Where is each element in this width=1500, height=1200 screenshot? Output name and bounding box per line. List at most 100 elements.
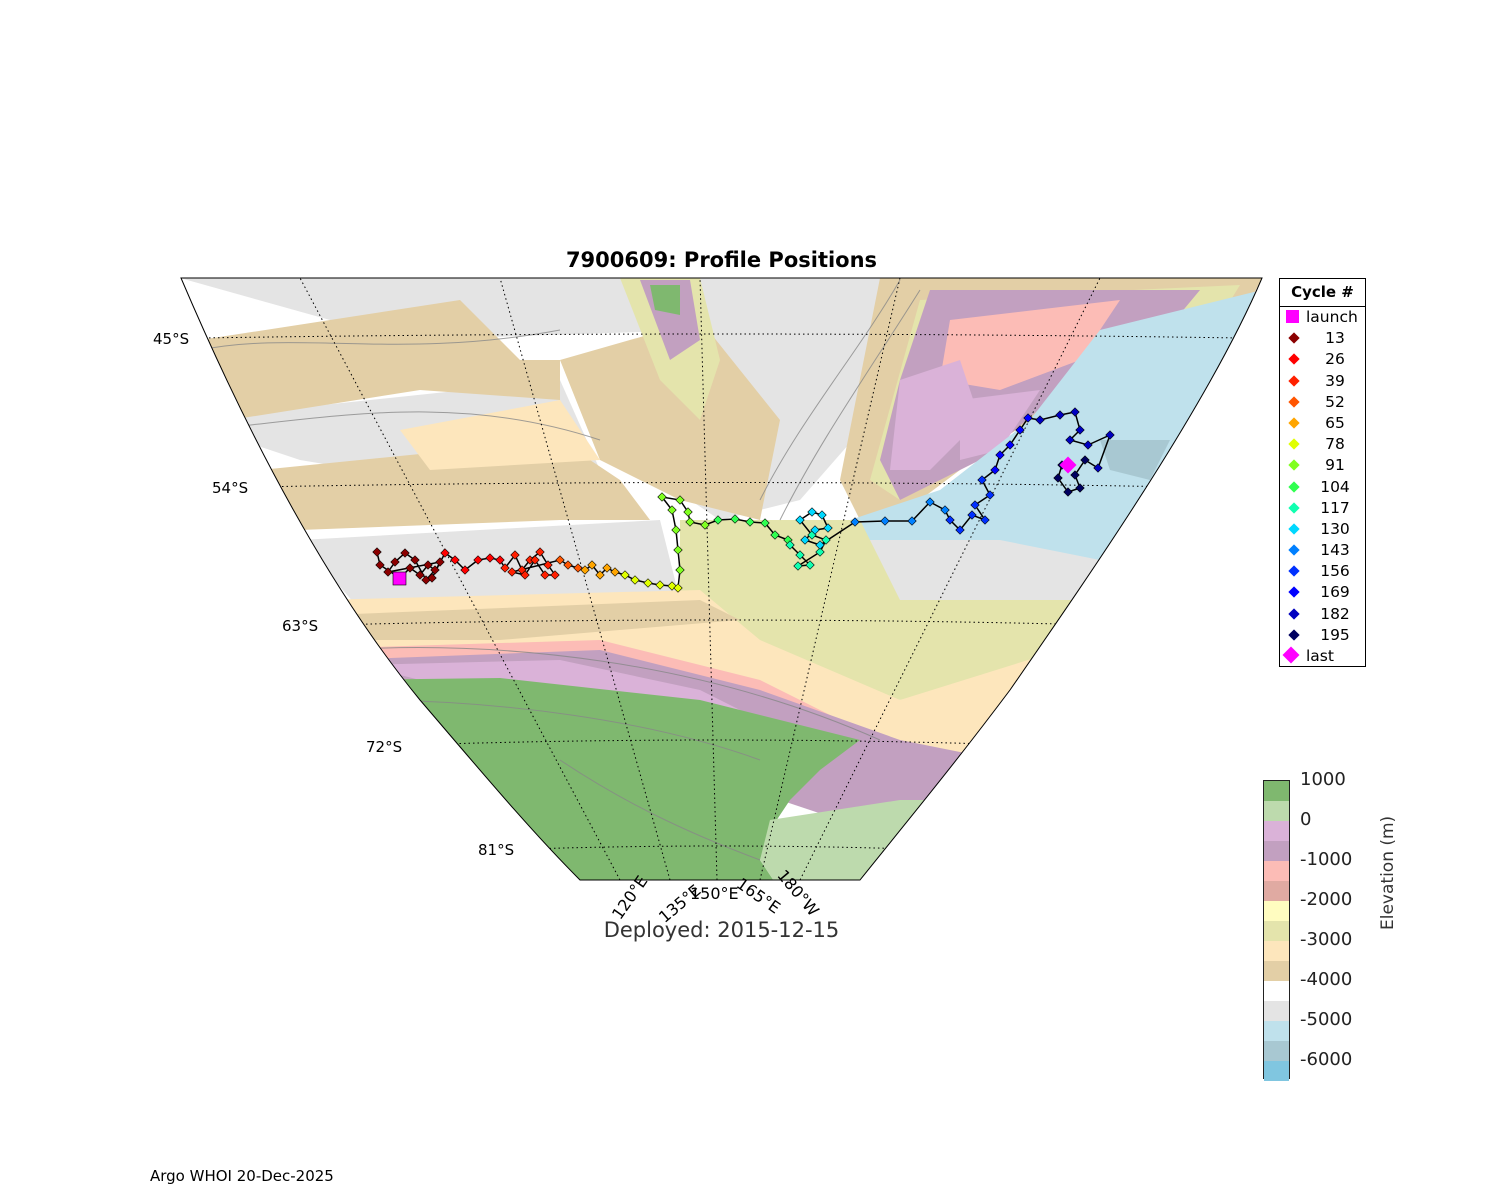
profile-point <box>967 510 977 520</box>
profile-point <box>390 557 400 567</box>
profile-point <box>1083 440 1093 450</box>
legend-label: 104 <box>1320 477 1350 496</box>
colorbar-band <box>1264 841 1289 861</box>
profile-point <box>1005 440 1015 450</box>
profile-point <box>400 548 410 558</box>
profile-point <box>423 560 433 570</box>
profile-point <box>415 570 425 580</box>
profile-point <box>580 565 590 575</box>
profile-point <box>815 547 825 557</box>
colorbar-band <box>1264 981 1289 1001</box>
legend-label: 65 <box>1325 413 1345 432</box>
profile-point <box>1035 415 1045 425</box>
profile-point <box>970 500 980 510</box>
basin-grayblue <box>1100 440 1170 480</box>
legend-item: last <box>1280 646 1365 667</box>
profile-point <box>673 545 683 555</box>
plateau-lightpurple <box>890 360 980 470</box>
basin-blue <box>850 290 1262 580</box>
profile-point <box>995 450 1005 460</box>
profile-point <box>795 550 805 560</box>
profile-point <box>510 550 520 560</box>
profile-point <box>1063 487 1073 497</box>
profile-point <box>800 535 810 545</box>
profile-point <box>795 515 805 525</box>
colorbar-band <box>1264 881 1289 901</box>
colorbar <box>1263 780 1290 1081</box>
profile-point <box>945 515 955 525</box>
colorbar-tick: -1000 <box>1300 849 1353 870</box>
legend-label: launch <box>1306 308 1358 326</box>
colorbar-tick: 1000 <box>1300 769 1346 790</box>
legend-label: 52 <box>1325 392 1345 411</box>
profile-point <box>807 507 817 517</box>
profile-point <box>520 570 530 580</box>
profile-point <box>435 557 445 567</box>
colorbar-tick: 0 <box>1300 809 1312 830</box>
profile-point <box>507 567 517 577</box>
legend-item: 169 <box>1280 582 1365 603</box>
profile-point <box>1053 473 1063 483</box>
profile-point <box>643 578 653 588</box>
profile-point <box>760 518 770 528</box>
colorbar-tick: -5000 <box>1300 1009 1353 1030</box>
diamond-marker-icon <box>1288 459 1300 471</box>
diamond-marker-icon <box>1288 502 1300 514</box>
profile-point <box>473 555 483 565</box>
profile-point <box>430 565 440 575</box>
legend-item: 195 <box>1280 625 1365 646</box>
legend-item: 182 <box>1280 604 1365 625</box>
profile-point <box>685 517 695 527</box>
profile-point <box>671 525 681 535</box>
legend-label: 13 <box>1325 329 1345 348</box>
profile-point <box>1075 425 1085 435</box>
profile-point <box>745 517 755 527</box>
profile-point <box>540 570 550 580</box>
profile-point <box>667 505 677 515</box>
profile-point <box>1070 407 1080 417</box>
lat-label: 81°S <box>478 841 515 859</box>
legend-label: 26 <box>1325 350 1345 369</box>
legend-item: 156 <box>1280 561 1365 582</box>
profile-point <box>817 510 827 520</box>
legend-label: 91 <box>1325 456 1345 475</box>
profile-point <box>595 570 605 580</box>
profile-point <box>821 535 831 545</box>
map-frame <box>180 277 1263 881</box>
profile-point <box>427 573 437 583</box>
legend-label: 182 <box>1320 604 1350 623</box>
profile-point <box>440 548 450 558</box>
legend-label: 156 <box>1320 562 1350 581</box>
profile-point <box>1023 413 1033 423</box>
legend-item: 117 <box>1280 498 1365 519</box>
legend-item: 13 <box>1280 328 1365 349</box>
legend-item: 143 <box>1280 540 1365 561</box>
legend-label: 195 <box>1320 625 1350 644</box>
colorbar-tick: -4000 <box>1300 969 1353 990</box>
profile-point <box>990 465 1000 475</box>
diamond-marker-icon <box>1288 396 1300 408</box>
legend-item: 39 <box>1280 371 1365 392</box>
profile-point <box>1015 425 1025 435</box>
profile-point <box>550 570 560 580</box>
legend-label: 39 <box>1325 371 1345 390</box>
ridge-green <box>650 285 680 315</box>
profile-point <box>485 553 495 563</box>
profile-point <box>880 516 890 526</box>
colorbar-band <box>1264 781 1289 801</box>
profile-point <box>405 563 415 573</box>
profile-point <box>372 547 382 557</box>
profile-point <box>815 540 825 550</box>
profile-point <box>573 563 583 573</box>
profile-point <box>810 525 820 535</box>
plot-title: 7900609: Profile Positions <box>565 248 878 272</box>
profile-point <box>770 530 780 540</box>
profile-point <box>925 497 935 507</box>
diamond-marker-icon <box>1288 523 1300 535</box>
bathymetry <box>181 278 1262 880</box>
profile-point <box>907 516 917 526</box>
ridge-tan <box>560 320 780 520</box>
tan-band <box>200 300 560 420</box>
diamond-marker-icon <box>1288 586 1300 599</box>
